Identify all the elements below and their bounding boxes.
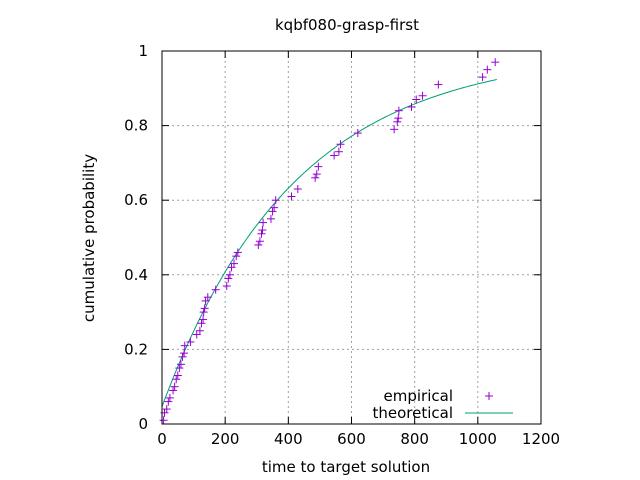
- empirical-point: [334, 147, 343, 156]
- empirical-point: [172, 375, 181, 384]
- empirical-point: [165, 393, 174, 402]
- x-axis-label: time to target solution: [262, 458, 430, 476]
- empirical-point: [412, 95, 421, 104]
- empirical-point: [259, 218, 268, 227]
- empirical-point: [197, 319, 206, 328]
- empirical-point: [258, 226, 267, 235]
- empirical-point: [434, 80, 443, 89]
- empirical-point: [268, 207, 277, 216]
- empirical-point: [224, 274, 233, 283]
- empirical-point: [159, 416, 168, 425]
- theoretical-curve: [161, 79, 497, 407]
- empirical-point: [195, 326, 204, 335]
- x-tick-label: 200: [211, 430, 240, 448]
- empirical-point: [390, 125, 399, 134]
- empirical-point: [287, 192, 296, 201]
- y-tick-label: 0.2: [124, 340, 148, 358]
- y-tick-labels: 0 0.2 0.4 0.6 0.8 1: [124, 42, 148, 433]
- theoretical-series: [161, 79, 497, 407]
- x-tick-label: 1200: [522, 430, 560, 448]
- empirical-point: [336, 140, 345, 149]
- empirical-series: [159, 58, 500, 425]
- empirical-point: [180, 349, 189, 358]
- legend-plus-marker: [485, 392, 493, 400]
- y-axis-label: cumulative probability: [80, 154, 98, 322]
- x-tick-label: 0: [157, 430, 167, 448]
- chart-title: kqbf080-grasp-first: [275, 16, 419, 34]
- empirical-point: [394, 114, 403, 123]
- empirical-point: [312, 170, 321, 179]
- empirical-point: [175, 364, 184, 373]
- empirical-point: [203, 293, 212, 302]
- empirical-point: [232, 252, 241, 261]
- empirical-point: [170, 382, 179, 391]
- y-tick-label: 0.8: [124, 117, 148, 135]
- legend: empirical theoretical: [372, 387, 513, 422]
- empirical-point: [418, 91, 427, 100]
- empirical-point: [200, 304, 209, 313]
- empirical-point: [266, 214, 275, 223]
- legend-label-theoretical: theoretical: [372, 404, 453, 422]
- empirical-point: [491, 58, 500, 67]
- empirical-point: [180, 341, 189, 350]
- empirical-point: [394, 106, 403, 115]
- empirical-point: [270, 203, 279, 212]
- empirical-point: [211, 285, 220, 294]
- empirical-point: [201, 296, 210, 305]
- y-tick-label: 0.4: [124, 266, 148, 284]
- empirical-point: [178, 352, 187, 361]
- x-tick-labels: 0 200 400 600 800 1000 1200: [157, 430, 560, 448]
- legend-label-empirical: empirical: [384, 387, 453, 405]
- empirical-point: [353, 129, 362, 138]
- empirical-point: [393, 117, 402, 126]
- empirical-point: [257, 229, 266, 238]
- empirical-point: [311, 173, 320, 182]
- empirical-point: [164, 397, 173, 406]
- empirical-point: [407, 102, 416, 111]
- empirical-point: [199, 315, 208, 324]
- y-tick-label: 1: [138, 42, 148, 60]
- empirical-point: [186, 337, 195, 346]
- empirical-point: [478, 73, 487, 82]
- y-tick-label: 0: [138, 415, 148, 433]
- legend-marker-empirical: [485, 392, 493, 400]
- y-tick-label: 0.6: [124, 191, 148, 209]
- empirical-point: [233, 248, 242, 257]
- empirical-point: [293, 185, 302, 194]
- x-tick-label: 800: [400, 430, 429, 448]
- empirical-point: [162, 405, 171, 414]
- x-tick-label: 1000: [459, 430, 497, 448]
- empirical-point: [314, 162, 323, 171]
- empirical-point: [254, 240, 263, 249]
- empirical-point: [169, 386, 178, 395]
- grid-lines: [162, 51, 541, 424]
- empirical-point: [225, 270, 234, 279]
- empirical-point: [483, 65, 492, 74]
- empirical-point: [222, 281, 231, 290]
- empirical-point: [173, 371, 182, 380]
- empirical-point: [271, 196, 280, 205]
- empirical-point: [199, 308, 208, 317]
- empirical-point: [255, 237, 264, 246]
- empirical-point: [176, 360, 185, 369]
- axis-ticks: [161, 50, 542, 425]
- x-tick-label: 600: [337, 430, 366, 448]
- x-tick-label: 400: [274, 430, 303, 448]
- empirical-point: [230, 259, 239, 268]
- empirical-point: [330, 151, 339, 160]
